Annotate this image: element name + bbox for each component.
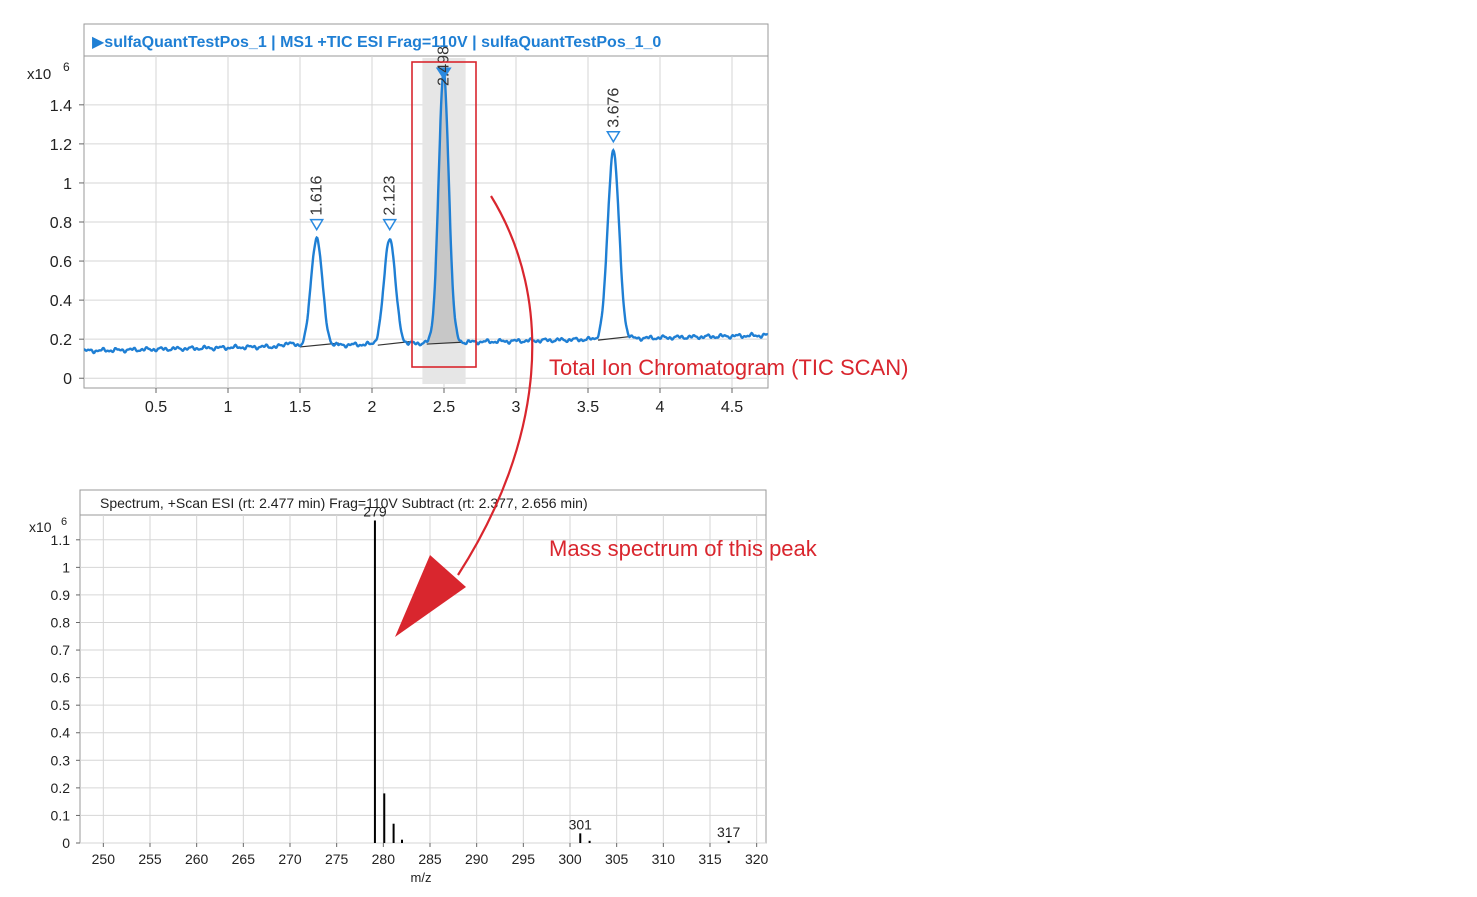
tic-x-tick-label: 2 — [368, 399, 377, 416]
tic-annotation-label: Total Ion Chromatogram (TIC SCAN) — [549, 355, 909, 380]
ms-x-tick-label: 250 — [92, 851, 116, 867]
peak-rt-label: 2.123 — [382, 175, 399, 215]
ms-x-tick-label: 280 — [372, 851, 396, 867]
ms-title-bar — [79, 489, 767, 516]
peak-marker-icon — [309, 218, 325, 232]
ms-x-axis-ticks: 250 255 260 265 270 275 280 285 290 295 300 305 310 3… — [92, 843, 769, 867]
ms-y-axis-ticks: 0 0.1 0.2 0.3 0.4 0.5 0.6 0.7 0.8 0.9 1 1.1 — [51, 532, 80, 851]
ms-peak-label: 301 — [569, 816, 593, 832]
ms-x-tick-label: 320 — [745, 851, 769, 867]
tic-trace-line — [83, 71, 769, 355]
mass-spectrum-chart: Spectrum, +Scan ESI (rt: 2.477 min) Frag… — [29, 489, 769, 885]
tic-x-tick-label: 1 — [224, 399, 233, 416]
selected-peak-marker-icon — [435, 67, 452, 80]
ms-y-tick-label: 0.5 — [51, 697, 71, 713]
tic-x-tick-label: 2.5 — [433, 399, 455, 416]
tic-title: ▶sulfaQuantTestPos_1 | MS1 +TIC ESI Frag… — [92, 34, 661, 51]
ms-y-tick-label: 1.1 — [51, 532, 71, 548]
tic-x-tick-label: 0.5 — [145, 399, 167, 416]
ms-x-tick-label: 295 — [512, 851, 536, 867]
ms-x-tick-label: 285 — [418, 851, 442, 867]
ms-x-tick-label: 300 — [558, 851, 582, 867]
tic-y-axis-ticks: 0 0.2 0.4 0.6 0.8 1 1.2 1.4 — [50, 98, 84, 388]
ms-x-tick-label: 290 — [465, 851, 489, 867]
ms-y-tick-label: 0.7 — [51, 642, 71, 658]
ms-x-tick-label: 315 — [698, 851, 722, 867]
tic-y-exponent: 6 — [63, 60, 70, 74]
peak-rt-label: 3.676 — [605, 88, 622, 128]
tic-x-tick-label: 3.5 — [577, 399, 599, 416]
peak-marker-icon — [382, 218, 398, 232]
tic-x-tick-label: 4.5 — [721, 399, 743, 416]
ms-y-tick-label: 1 — [62, 559, 70, 575]
curved-arrow-shaft — [457, 195, 534, 576]
tic-y-tick-label: 1.4 — [50, 98, 72, 115]
ms-title: Spectrum, +Scan ESI (rt: 2.477 min) Frag… — [100, 495, 588, 511]
ms-peak-labels: 279 301 317 — [363, 504, 740, 840]
ms-peak-label: 317 — [717, 824, 741, 840]
ms-x-tick-label: 310 — [652, 851, 676, 867]
ms-y-tick-label: 0 — [62, 835, 70, 851]
tic-peak-baseline — [426, 341, 462, 345]
ms-x-tick-label: 265 — [232, 851, 256, 867]
ms-x-tick-label: 275 — [325, 851, 349, 867]
peak-rt-label: 1.616 — [309, 175, 326, 215]
spectrum-annotation-label: Mass spectrum of this peak — [549, 536, 817, 561]
ms-y-tick-label: 0.2 — [51, 780, 71, 796]
tic-y-tick-label: 1 — [63, 176, 72, 193]
tic-y-tick-label: 0.6 — [50, 254, 72, 271]
tic-title-bar — [83, 23, 769, 57]
ms-x-tick-label: 260 — [185, 851, 209, 867]
tic-y-tick-label: 0 — [63, 371, 72, 388]
tic-x-tick-label: 1.5 — [289, 399, 311, 416]
ms-peak-label: 279 — [363, 504, 387, 520]
tic-peak-markers: 1.616 2.123 2.498 3.676 — [309, 46, 622, 232]
ms-y-multiplier: x10 — [29, 519, 52, 535]
tic-y-tick-label: 1.2 — [50, 137, 72, 154]
tic-y-tick-label: 0.8 — [50, 215, 72, 232]
ms-y-exponent: 6 — [61, 516, 67, 528]
ms-x-tick-label: 305 — [605, 851, 629, 867]
ms-x-axis-label: m/z — [411, 870, 432, 885]
ms-spectrum-bars — [373, 520, 730, 843]
ms-x-tick-label: 255 — [138, 851, 162, 867]
ms-y-tick-label: 0.3 — [51, 752, 71, 768]
tic-y-tick-label: 0.4 — [50, 293, 72, 310]
tic-x-axis-ticks: 0.5 1 1.5 2 2.5 3 3.5 4 4.5 — [145, 388, 743, 416]
tic-y-multiplier: x10 — [27, 66, 51, 83]
tic-x-tick-label: 4 — [656, 399, 665, 416]
ms-gridlines — [80, 515, 766, 844]
tic-chromatogram-chart: ▶sulfaQuantTestPos_1 | MS1 +TIC ESI Frag… — [27, 23, 769, 416]
tic-peak-baseline — [598, 335, 632, 341]
peak-rt-label: 2.498 — [436, 46, 453, 86]
tic-y-tick-label: 0.2 — [50, 332, 72, 349]
peak-marker-icon — [606, 130, 621, 144]
ms-x-tick-label: 270 — [278, 851, 302, 867]
ms-y-tick-label: 0.9 — [51, 587, 71, 603]
ms-y-tick-label: 0.1 — [51, 807, 71, 823]
tic-x-tick-label: 3 — [512, 399, 521, 416]
arrow-head-icon — [395, 555, 466, 637]
ms-y-tick-label: 0.4 — [51, 725, 71, 741]
selected-peak-red-box — [411, 61, 477, 368]
ms-y-tick-label: 0.8 — [51, 614, 71, 630]
ms-y-tick-label: 0.6 — [51, 670, 71, 686]
